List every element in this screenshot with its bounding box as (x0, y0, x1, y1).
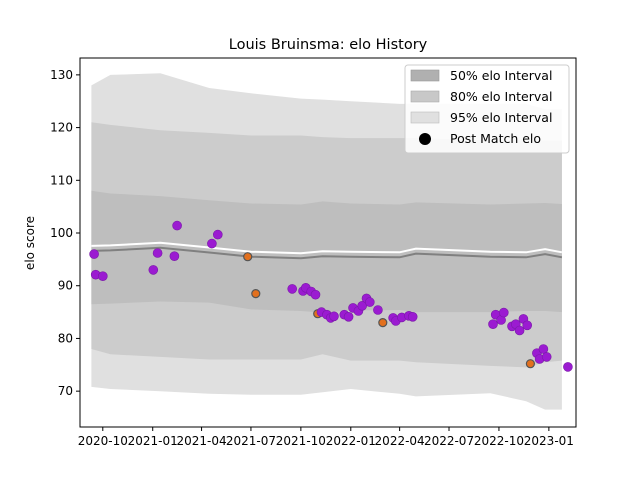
legend-label-80: 80% elo Interval (450, 89, 552, 104)
y-tick-label: 130 (50, 68, 73, 82)
chart-title: Louis Bruinsma: elo History (229, 37, 428, 53)
x-tick-label: 2022-07 (424, 434, 474, 448)
mean-lines (91, 241, 563, 260)
post-match-point (89, 249, 99, 259)
x-tick-label: 2022-04 (375, 434, 425, 448)
post-match-point-highlight (243, 252, 253, 262)
x-tick-label: 2021-04 (176, 434, 226, 448)
post-match-point (169, 251, 180, 262)
x-tick-label: 2022-01 (326, 434, 376, 448)
post-match-point (357, 300, 368, 311)
post-match-point (213, 229, 223, 240)
post-match-point (514, 325, 525, 336)
legend-marker-post-match (419, 133, 431, 145)
y-tick-label: 120 (50, 121, 73, 135)
legend-swatch-80 (410, 90, 440, 103)
x-tick-label: 2023-01 (524, 434, 574, 448)
post-match-point (488, 319, 498, 330)
interval-bands (91, 73, 562, 410)
post-match-point (522, 320, 533, 331)
legend-swatch-50 (410, 69, 440, 82)
legend-label-50: 50% elo Interval (450, 68, 552, 83)
legend-label-post-match: Post Match elo (450, 131, 541, 146)
y-tick-label: 110 (50, 173, 73, 187)
post-match-point (364, 297, 375, 307)
post-match-point (343, 311, 354, 322)
post-match-point-highlight (378, 318, 388, 328)
legend-box (404, 64, 570, 154)
y-tick-label: 100 (50, 226, 73, 240)
post-match-point (541, 352, 552, 362)
post-match-point (98, 271, 108, 282)
x-tick-label: 2022-10 (474, 434, 524, 448)
post-match-points (89, 220, 573, 372)
post-match-point (329, 311, 339, 322)
legend-label-95: 95% elo Interval (450, 110, 552, 125)
legend-swatch-95 (410, 111, 440, 124)
x-tick-label: 2021-01 (128, 434, 178, 448)
post-match-point (407, 311, 418, 322)
post-match-point (287, 284, 298, 294)
legend: 50% elo Interval 80% elo Interval 95% el… (404, 64, 570, 154)
mean-elo-line (91, 246, 563, 260)
plot-frame (79, 57, 577, 428)
post-match-point (148, 265, 159, 275)
post-match-point (373, 305, 383, 315)
x-tick-label: 2021-10 (276, 434, 326, 448)
post-match-point (563, 362, 573, 372)
post-match-point (172, 220, 182, 231)
post-match-point (207, 238, 217, 249)
y-axis-title: elo score (23, 216, 37, 270)
x-tick-label: 2020-10 (78, 434, 128, 448)
y-tick-label: 90 (58, 279, 73, 293)
x-tick-label: 2021-07 (226, 434, 276, 448)
post-match-point (152, 248, 163, 258)
post-match-point-highlight (525, 359, 536, 369)
y-tick-label: 70 (58, 384, 73, 398)
y-axis: 70 80 90 100 110 120 130 (50, 68, 80, 398)
post-match-point-highlight (251, 289, 261, 299)
post-match-point (310, 289, 321, 300)
upper-trace-line (91, 241, 563, 255)
post-match-point (498, 307, 509, 318)
y-tick-label: 80 (58, 331, 73, 345)
